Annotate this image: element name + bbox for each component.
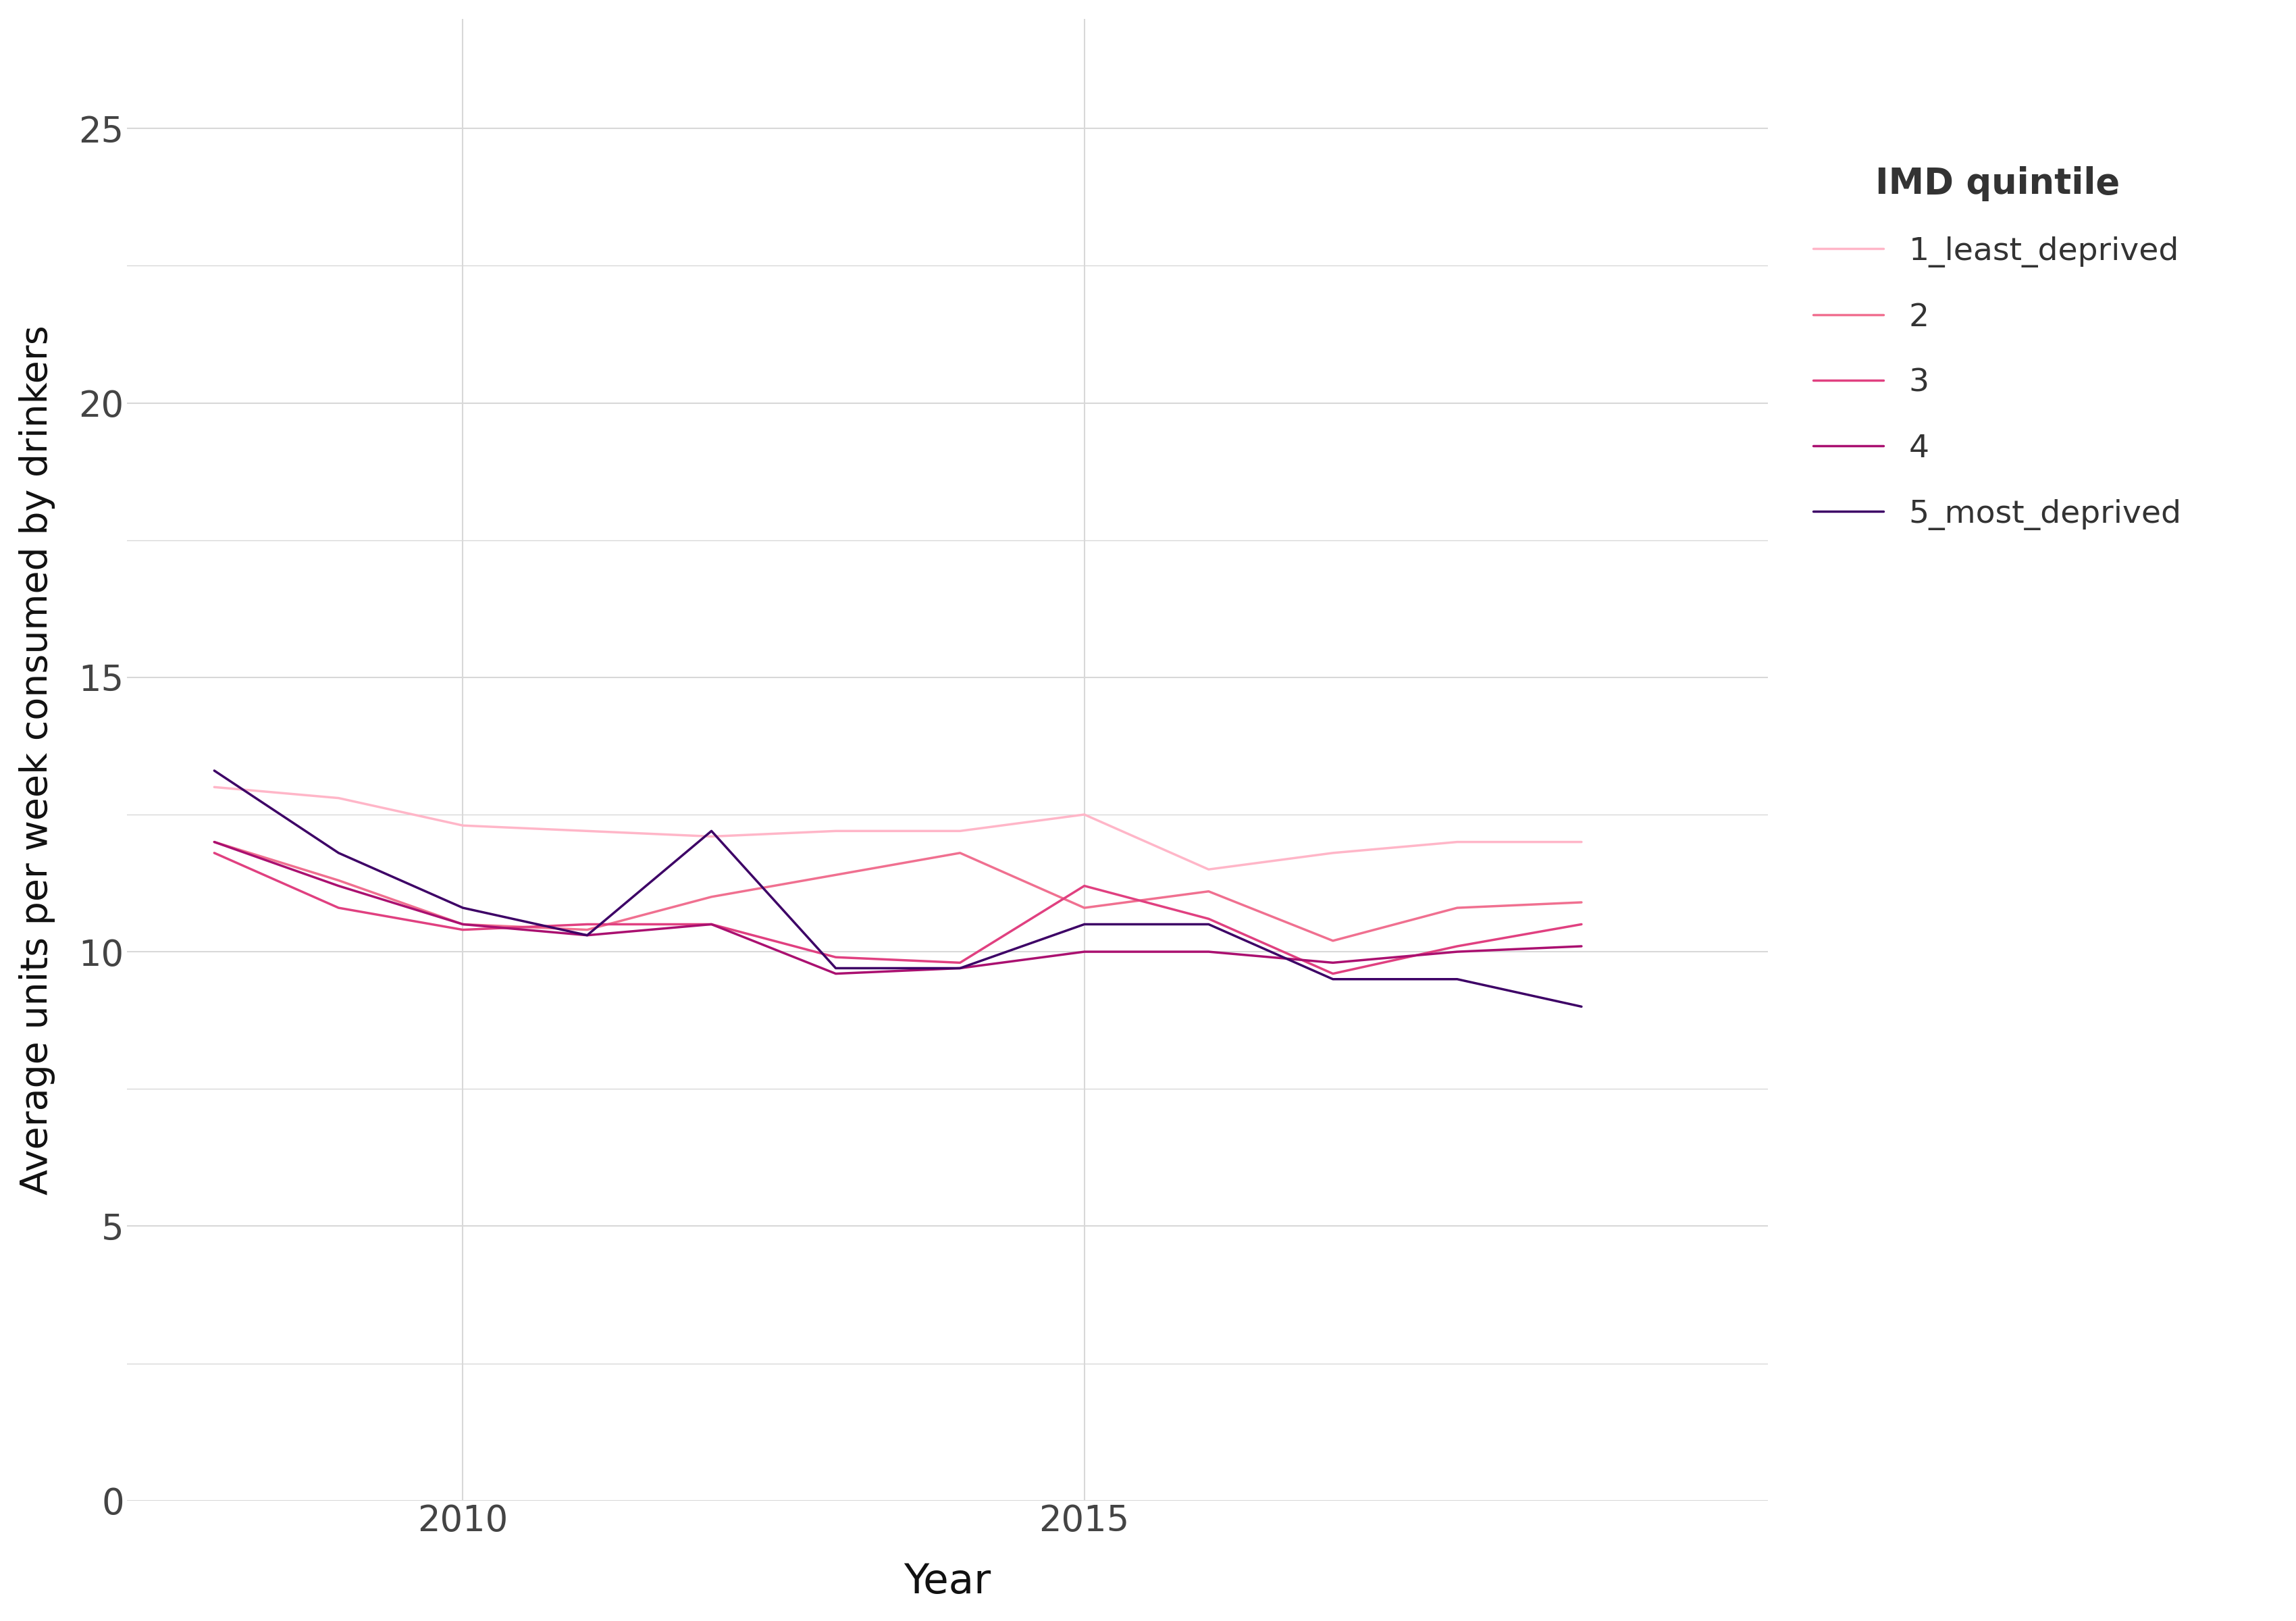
Legend: 1_least_deprived, 2, 3, 4, 5_most_deprived: 1_least_deprived, 2, 3, 4, 5_most_depriv… bbox=[1800, 154, 2195, 543]
Y-axis label: Average units per week consumed by drinkers: Average units per week consumed by drink… bbox=[18, 324, 55, 1195]
X-axis label: Year: Year bbox=[905, 1563, 992, 1602]
